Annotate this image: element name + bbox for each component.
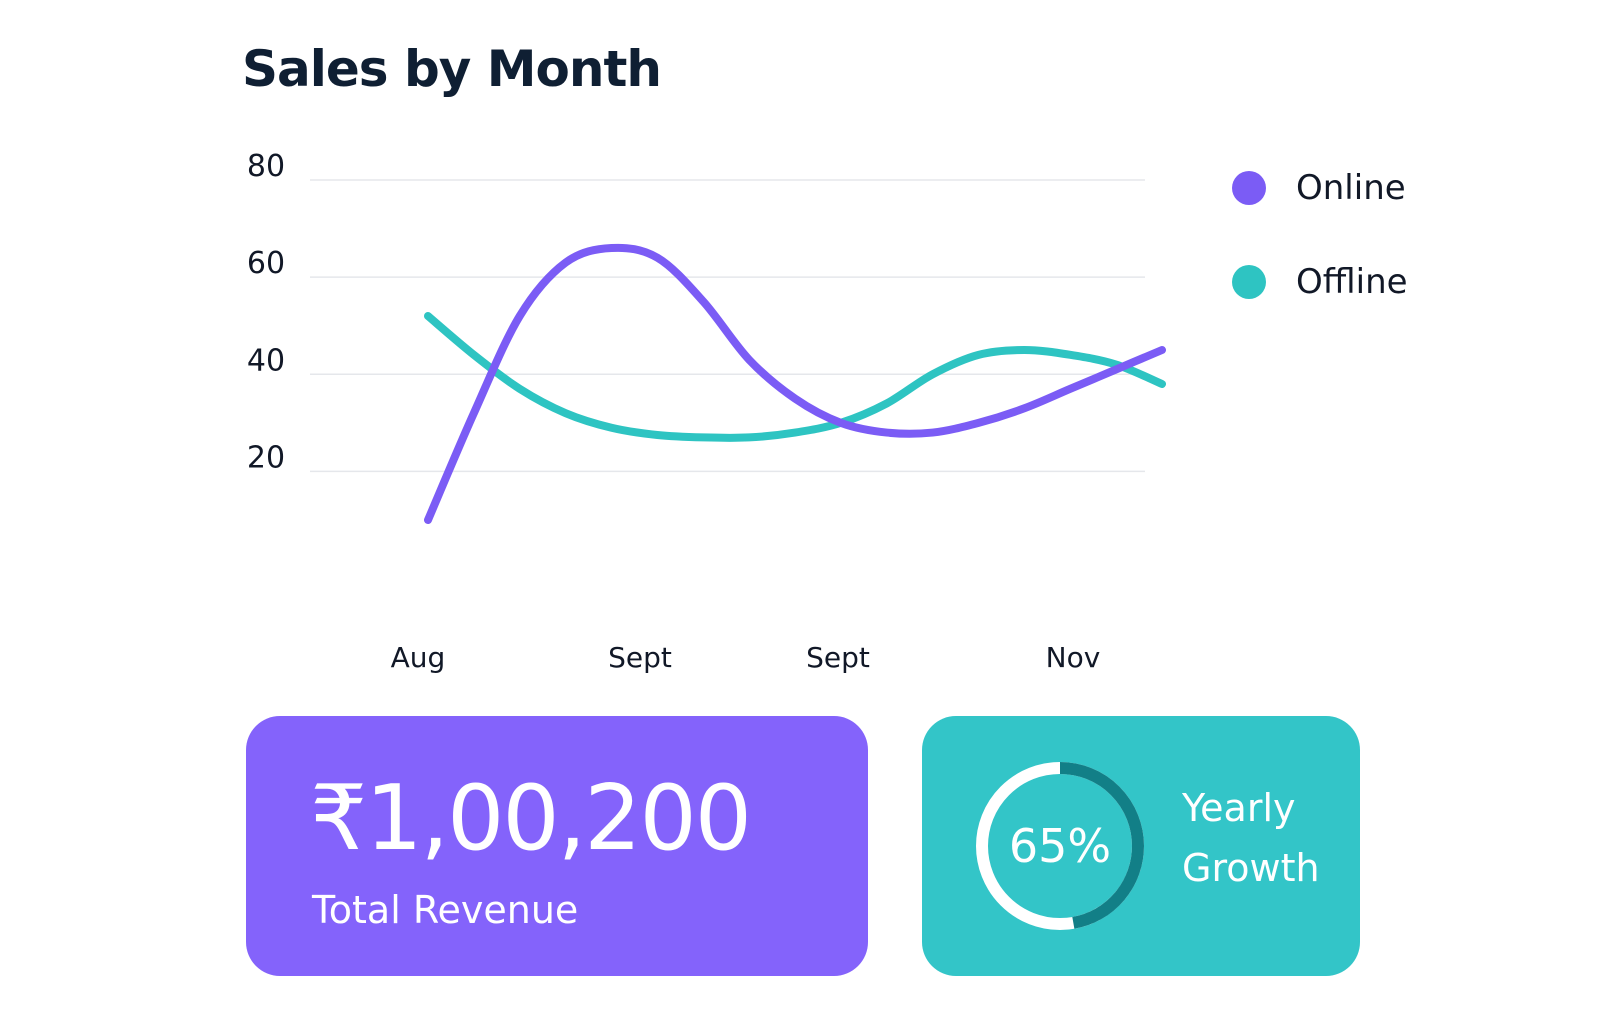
x-tick-label-2: Sept [806,641,870,674]
series-line-offline [424,312,1166,442]
growth-ring-segment [976,762,1144,930]
x-tick-label-0: Aug [391,641,446,674]
offline-legend-dot-icon [1232,265,1266,299]
total-revenue-value: ₹1,00,200 [310,766,752,871]
total-revenue-label: Total Revenue [312,888,579,932]
growth-percent: 65% [1008,819,1112,873]
sales-line-chart: 20 40 60 80 Aug Sept Sept Nov [247,149,1166,674]
yearly-growth-label: Yearly Growth [1182,786,1320,890]
chart-title: Sales by Month [242,40,662,98]
x-tick-label-1: Sept [608,641,672,674]
y-tick-label-20: 20 [247,440,285,475]
online-legend-dot-icon [1232,171,1266,205]
y-tick-label-40: 40 [247,343,285,378]
chart-legend: Online Offline [1232,165,1408,353]
legend-label-offline: Offline [1296,262,1408,302]
y-tick-label-80: 80 [247,149,285,184]
yearly-growth-card: 65% Yearly Growth [922,716,1360,976]
legend-item-offline: Offline [1232,259,1408,305]
y-tick-label-60: 60 [247,246,285,281]
legend-label-online: Online [1296,168,1406,208]
growth-progress-ring [976,762,1144,930]
series-line-online [424,243,1166,524]
total-revenue-card: ₹1,00,200 Total Revenue [246,716,868,976]
legend-item-online: Online [1232,165,1408,211]
x-tick-label-3: Nov [1046,641,1101,674]
